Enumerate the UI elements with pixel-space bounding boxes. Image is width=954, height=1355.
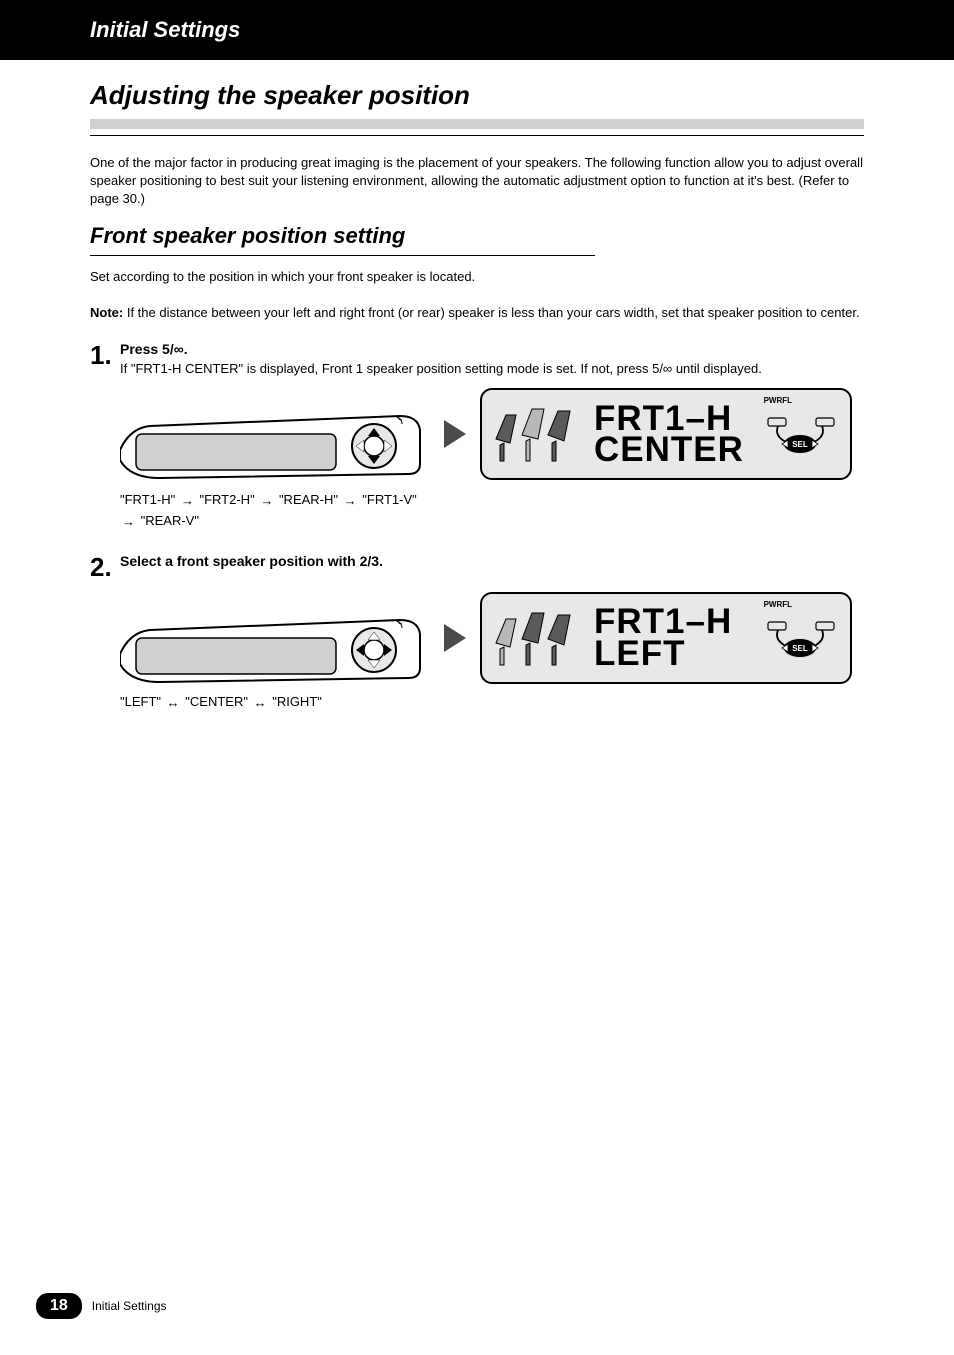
step-2-sequence: "LEFT" ↔ "CENTER" ↔ "RIGHT" xyxy=(120,694,864,710)
right-arrow-icon: → xyxy=(181,491,194,511)
display-2-line1: FRT1–H xyxy=(594,606,732,638)
step-1-heading: Press 5/∞. xyxy=(120,341,864,357)
subsection-underline xyxy=(90,255,595,256)
device-panel-1: C xyxy=(120,388,430,480)
svg-text:C: C xyxy=(398,620,403,626)
sel-icon-2: SEL xyxy=(764,620,836,660)
display-1-text: FRT1–H CENTER xyxy=(594,403,744,466)
device-svg-2: C xyxy=(120,592,430,684)
right-arrow-icon: → xyxy=(344,491,357,511)
play-arrow-icon-1 xyxy=(444,420,466,448)
page-number: 18 xyxy=(36,1293,82,1319)
display-1-line2: CENTER xyxy=(594,434,744,466)
seq-item: "FRT1-V" xyxy=(362,492,417,507)
seq-item: "REAR-V" xyxy=(141,513,199,528)
step-1: 1. Press 5/∞. If "FRT1-H CENTER" is disp… xyxy=(90,341,864,531)
step-2-diagram-row: C xyxy=(120,592,864,684)
display-panel-1: FRT1–H CENTER PWRFL SEL xyxy=(480,388,852,480)
header-title: Initial Settings xyxy=(90,17,240,43)
subsection-note: Note: If the distance between your left … xyxy=(90,304,864,323)
svg-text:SEL: SEL xyxy=(792,440,808,449)
seq-item: "RIGHT" xyxy=(272,694,322,709)
subsection-body: Set according to the position in which y… xyxy=(90,268,864,287)
device-panel-2: C xyxy=(120,592,430,684)
seq-item: "CENTER" xyxy=(185,694,248,709)
seq-item: "REAR-H" xyxy=(279,492,338,507)
intro-text: One of the major factor in producing gre… xyxy=(90,154,864,209)
pwrfl-label-2: PWRFL xyxy=(764,600,792,609)
pedals-icon-2 xyxy=(492,609,588,667)
play-arrow-icon-2 xyxy=(444,624,466,652)
step-2-text: Select a front speaker position with 2/3… xyxy=(120,553,864,572)
footer: 18 Initial Settings xyxy=(36,1293,167,1319)
section-underline xyxy=(90,135,864,136)
updown-arrow-icon: 5/∞ xyxy=(652,361,672,376)
pedals-icon-1 xyxy=(492,405,588,463)
content-area: Adjusting the speaker position One of th… xyxy=(0,60,954,710)
step-1-number: 1. xyxy=(90,341,120,370)
section-gray-bar xyxy=(90,119,864,129)
right-arrow-icon: → xyxy=(260,491,273,511)
pwrfl-label-1: PWRFL xyxy=(764,396,792,405)
display-2-text: FRT1–H LEFT xyxy=(594,606,732,669)
step-2: 2. Select a front speaker position with … xyxy=(90,553,864,710)
seq-item: "FRT2-H" xyxy=(199,492,254,507)
step-1-body: If "FRT1-H CENTER" is displayed, Front 1… xyxy=(120,360,864,378)
seq-item: "LEFT" xyxy=(120,694,161,709)
display-2-line2: LEFT xyxy=(594,638,732,670)
sel-icon-1: SEL xyxy=(764,416,836,456)
step-2-row: 2. Select a front speaker position with … xyxy=(90,553,864,582)
subsection-title: Front speaker position setting xyxy=(90,223,864,249)
svg-text:C: C xyxy=(398,416,403,422)
section-title: Adjusting the speaker position xyxy=(90,80,864,111)
display-panel-2: FRT1–H LEFT PWRFL SEL xyxy=(480,592,852,684)
header-bar: Initial Settings xyxy=(0,0,954,60)
step-2-number: 2. xyxy=(90,553,120,582)
seq-item: "FRT1-H" xyxy=(120,492,175,507)
step-1-sequence: "FRT1-H" → "FRT2-H" → "REAR-H" → "FRT1-V… xyxy=(120,490,864,531)
svg-text:SEL: SEL xyxy=(792,644,808,653)
step-2-heading: Select a front speaker position with 2/3… xyxy=(120,553,864,569)
step-1-body-b: until displayed. xyxy=(672,361,762,376)
device-svg-1: C xyxy=(120,388,430,480)
step-1-diagram-row: C xyxy=(120,388,864,480)
step-1-text: Press 5/∞. If "FRT1-H CENTER" is display… xyxy=(120,341,864,378)
double-arrow-icon: ↔ xyxy=(167,695,180,710)
note-body: If the distance between your left and ri… xyxy=(127,305,860,320)
note-label: Note: xyxy=(90,305,123,320)
double-arrow-icon: ↔ xyxy=(254,695,267,710)
right-arrow-icon: → xyxy=(122,512,135,532)
step-1-row: 1. Press 5/∞. If "FRT1-H CENTER" is disp… xyxy=(90,341,864,378)
footer-label: Initial Settings xyxy=(92,1299,167,1313)
step-1-body-a: If "FRT1-H CENTER" is displayed, Front 1… xyxy=(120,361,652,376)
